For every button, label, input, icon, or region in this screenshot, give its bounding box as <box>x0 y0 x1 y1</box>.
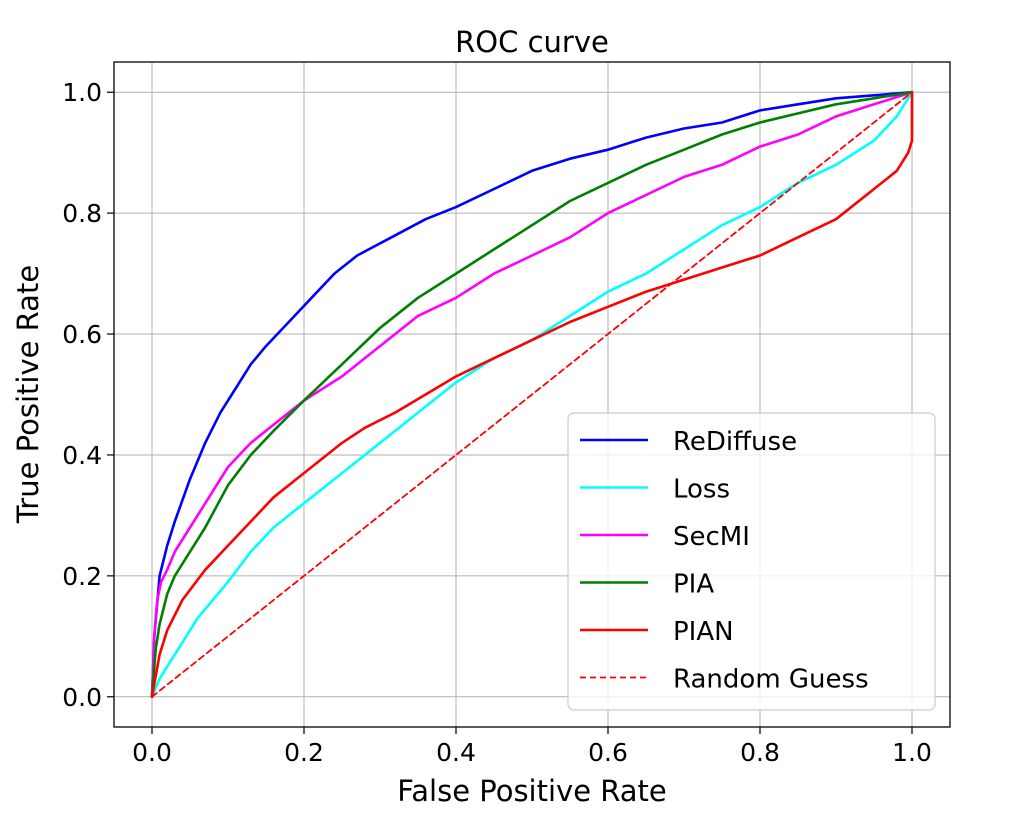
y-axis-label: True Positive Rate <box>11 265 45 524</box>
y-tick-label: 0.8 <box>62 199 102 228</box>
chart-title: ROC curve <box>455 25 609 59</box>
plot-frame <box>113 61 951 728</box>
x-tick-label: 0.2 <box>284 738 324 767</box>
legend-label-pian: PIAN <box>673 617 734 647</box>
legend-label-pia: PIA <box>673 570 714 600</box>
x-axis-label: False Positive Rate <box>397 774 667 808</box>
x-tick-label: 0.0 <box>132 738 172 767</box>
legend-entries: ReDiffuse Loss SecMI PIA PIAN Random Guess <box>580 427 869 695</box>
ticks: 0.0 0.2 0.4 0.6 0.8 1.0 0.0 0.2 0.4 0.6 0.8 1.0 <box>62 78 932 767</box>
legend-label-random-guess: Random Guess <box>673 665 869 695</box>
x-tick-label: 0.6 <box>588 738 628 767</box>
legend-label-loss: Loss <box>673 475 730 505</box>
series-line-random-guess <box>151 91 913 698</box>
legend-box <box>567 412 936 711</box>
y-tick-label: 0.4 <box>62 441 102 470</box>
legend: ReDiffuse Loss SecMI PIA PIAN Random Guess <box>567 412 936 711</box>
series-line-loss <box>150 90 914 699</box>
series-line-secmi <box>150 90 914 699</box>
x-tick-label: 0.8 <box>740 738 780 767</box>
x-tick-label: 0.4 <box>436 738 476 767</box>
y-tick-label: 1.0 <box>62 78 102 107</box>
series-line-rediffuse <box>150 90 914 699</box>
grid <box>114 62 950 727</box>
y-tick-label: 0.0 <box>62 683 102 712</box>
series-layer <box>150 90 914 699</box>
y-tick-label: 0.2 <box>62 562 102 591</box>
legend-label-rediffuse: ReDiffuse <box>673 427 797 457</box>
x-tick-label: 1.0 <box>892 738 932 767</box>
series-line-pian <box>150 90 914 699</box>
series-line-pia <box>150 90 914 699</box>
y-tick-label: 0.6 <box>62 320 102 349</box>
legend-label-secmi: SecMI <box>673 522 750 552</box>
